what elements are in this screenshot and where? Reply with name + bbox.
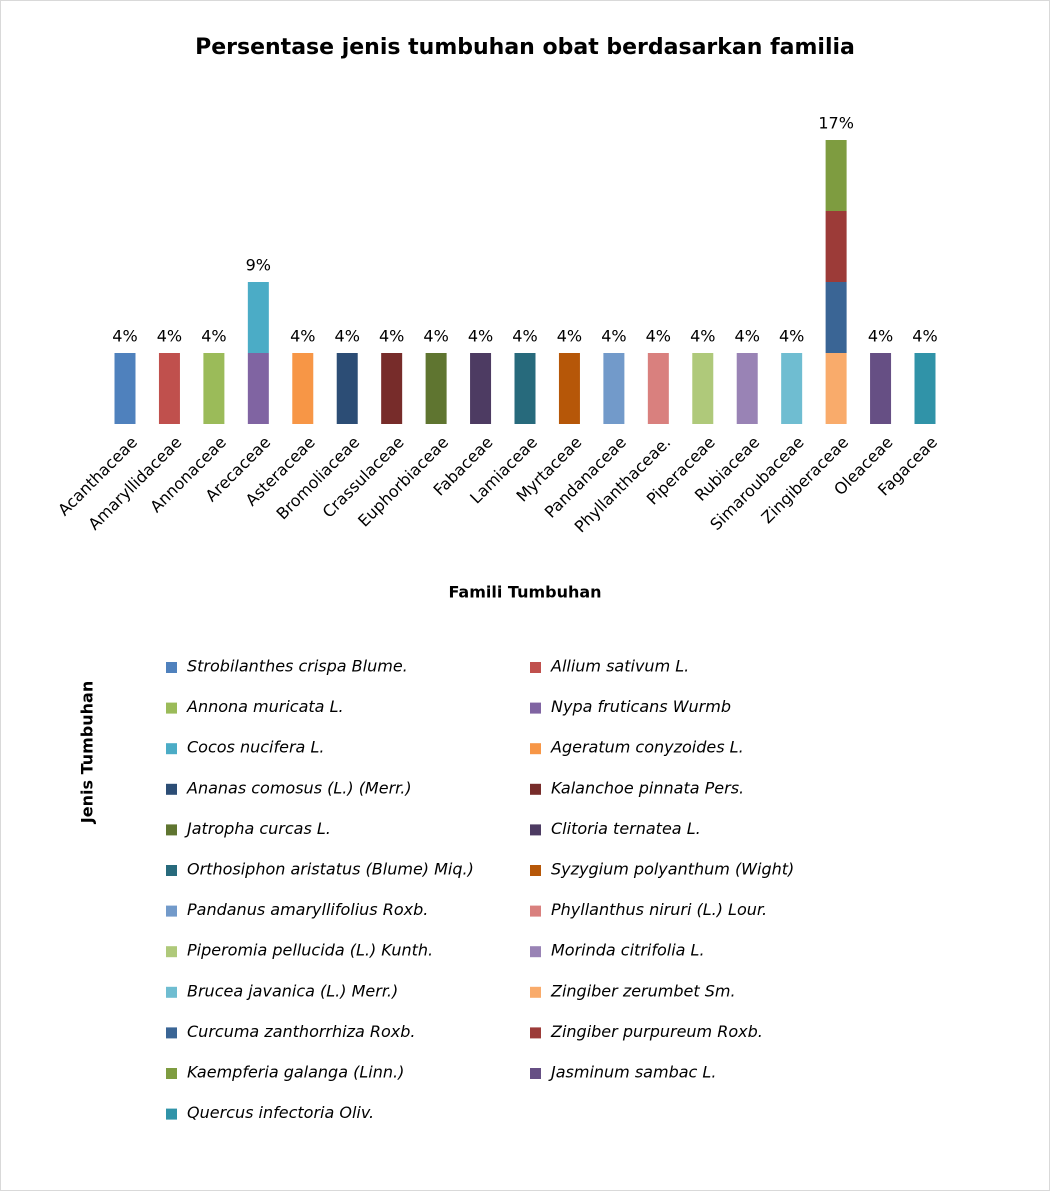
legend-swatch <box>166 1068 177 1079</box>
bar-segment <box>781 353 803 424</box>
bar-segment <box>247 353 269 424</box>
legend-label: Kaempferia galanga (Linn.) <box>187 1063 404 1082</box>
total-label: 4% <box>201 327 226 346</box>
bar-segment <box>825 353 847 424</box>
legend-label: Brucea javanica (L.) Merr.) <box>187 981 398 1000</box>
legend-swatch <box>530 662 541 673</box>
legend-swatch <box>166 824 177 836</box>
legend-label: Pandanus amaryllifolius Roxb. <box>187 900 428 919</box>
total-label: 4% <box>557 327 582 346</box>
legend-label: Quercus infectoria Oliv. <box>187 1103 374 1122</box>
legend-swatch <box>530 743 541 755</box>
legend-label: Phyllanthus niruri (L.) Lour. <box>551 900 767 919</box>
legend-swatch <box>166 865 177 876</box>
legend-swatch <box>530 1027 541 1039</box>
total-label: 4% <box>512 327 537 346</box>
legend-label: Jasminum sambac L. <box>548 1063 716 1082</box>
total-label: 4% <box>290 327 315 346</box>
total-label: 4% <box>468 327 493 346</box>
bar-segment <box>247 282 269 353</box>
legend-label: Allium sativum L. <box>550 657 689 676</box>
legend-swatch <box>530 1068 541 1079</box>
bar-segment <box>470 353 492 424</box>
bar-segment <box>425 353 447 424</box>
bar-segment <box>292 353 314 424</box>
bar-segment <box>114 353 136 424</box>
bar-segment <box>825 140 847 211</box>
legend-swatch <box>530 865 541 876</box>
total-label: 17% <box>818 114 854 133</box>
legend-label: Syzygium polyanthum (Wight) <box>551 860 794 879</box>
total-label: 4% <box>690 327 715 346</box>
legend-label: Ageratum conyzoides L. <box>550 738 744 757</box>
legend-swatch <box>166 986 177 998</box>
legend-swatch <box>530 905 541 917</box>
total-label: 4% <box>868 327 893 346</box>
total-label: 4% <box>601 327 626 346</box>
bar-segment <box>914 353 936 424</box>
legend-swatch <box>166 1108 177 1120</box>
legend-label: Annona muricata L. <box>186 697 344 716</box>
bar-segment <box>870 353 892 424</box>
bar-segment <box>336 353 358 424</box>
total-label: 4% <box>379 327 404 346</box>
bar-segment <box>825 211 847 282</box>
legend-swatch <box>166 783 177 795</box>
total-label: 4% <box>157 327 182 346</box>
total-label: 4% <box>112 327 137 346</box>
legend-label: Kalanchoe pinnata Pers. <box>551 778 744 797</box>
legend-swatch <box>166 702 177 714</box>
legend-swatch <box>530 702 541 714</box>
legend-label: Ananas comosus (L.) (Merr.) <box>186 778 412 797</box>
total-label: 4% <box>735 327 760 346</box>
total-label: 4% <box>423 327 448 346</box>
bar-segment <box>603 353 625 424</box>
legend-label: Zingiber zerumbet Sm. <box>550 981 736 1000</box>
legend-swatch <box>530 824 541 836</box>
bar-segment <box>158 353 180 424</box>
chart-title: Persentase jenis tumbuhan obat berdasark… <box>195 35 855 60</box>
legend-label: Clitoria ternatea L. <box>551 819 701 838</box>
legend-label: Strobilanthes crispa Blume. <box>187 657 408 676</box>
legend-label: Nypa fruticans Wurmb <box>551 697 731 716</box>
legend-label: Cocos nucifera L. <box>187 738 324 757</box>
total-label: 4% <box>779 327 804 346</box>
legend-swatch <box>166 946 177 958</box>
total-label: 4% <box>335 327 360 346</box>
legend-swatch <box>530 946 541 958</box>
total-label: 4% <box>646 327 671 346</box>
legend-swatch <box>530 986 541 998</box>
legend-label: Curcuma zanthorrhiza Roxb. <box>187 1022 416 1041</box>
legend-label: Morinda citrifolia L. <box>551 941 705 960</box>
bar-segment <box>692 353 714 424</box>
legend-label: Jatropha curcas L. <box>184 819 331 838</box>
legend-label: Piperomia pellucida (L.) Kunth. <box>187 941 433 960</box>
legend-swatch <box>166 905 177 917</box>
bar-segment <box>381 353 403 424</box>
bar-segment <box>514 353 536 424</box>
legend-label: Zingiber purpureum Roxb. <box>550 1022 763 1041</box>
total-label: 4% <box>912 327 937 346</box>
bar-segment <box>203 353 225 424</box>
bar-segment <box>736 353 758 424</box>
bar-segment <box>825 282 847 353</box>
total-label: 9% <box>246 256 271 275</box>
bar-segment <box>647 353 669 424</box>
bar-segment <box>558 353 580 424</box>
legend-swatch <box>166 1027 177 1039</box>
legend-label: Orthosiphon aristatus (Blume) Miq.) <box>187 860 474 879</box>
legend-swatch <box>530 783 541 795</box>
legend-swatch <box>166 743 177 755</box>
x-axis-title: Famili Tumbuhan <box>448 583 601 602</box>
legend-title: Jenis Tumbuhan <box>78 681 97 824</box>
legend-swatch <box>166 662 177 673</box>
